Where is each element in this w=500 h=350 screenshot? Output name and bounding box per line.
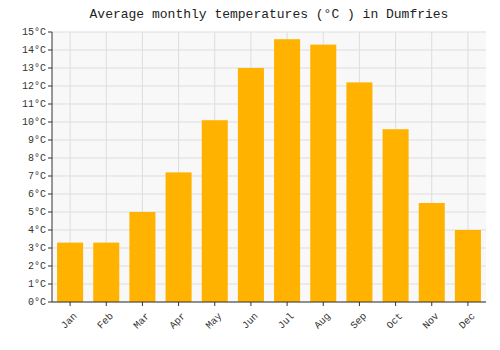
bar bbox=[166, 172, 192, 302]
x-tick-label: Jan bbox=[59, 311, 80, 332]
y-tick bbox=[48, 194, 52, 195]
grid-line-y bbox=[52, 122, 486, 123]
y-tick-label: 2°C bbox=[28, 261, 46, 272]
y-tick-label: 3°C bbox=[28, 243, 46, 254]
bar bbox=[129, 212, 155, 302]
x-tick-label: Dec bbox=[457, 311, 478, 332]
y-tick bbox=[48, 230, 52, 231]
x-tick-label: May bbox=[204, 311, 225, 332]
y-tick-label: 1°C bbox=[28, 279, 46, 290]
chart-container: 0°C 1°C 2°C 3°C 4°C 5°C 6°C 7°C 8°C 9°C 10°C 11°C 12… bbox=[0, 0, 500, 350]
x-tick bbox=[70, 302, 71, 306]
bar bbox=[383, 129, 409, 302]
y-tick bbox=[48, 140, 52, 141]
bar bbox=[346, 82, 372, 302]
y-tick bbox=[48, 68, 52, 69]
y-tick bbox=[48, 50, 52, 51]
x-tick-label: Apr bbox=[168, 311, 189, 332]
bar bbox=[238, 68, 264, 302]
y-tick-label: 13°C bbox=[22, 63, 46, 74]
x-tick bbox=[359, 302, 360, 306]
title: Average monthly temperatures (°C ) in Du… bbox=[90, 7, 449, 22]
x-tick-label: Jul bbox=[276, 311, 297, 332]
x-tick bbox=[142, 302, 143, 306]
grid-line-y bbox=[52, 158, 486, 159]
bars bbox=[57, 39, 481, 302]
x-tick bbox=[106, 302, 107, 306]
y-tick-label: 10°C bbox=[22, 117, 46, 128]
y-tick-label: 9°C bbox=[28, 135, 46, 146]
x-axis-line bbox=[52, 302, 486, 303]
x-tick bbox=[431, 302, 432, 306]
x-tick-label: Mar bbox=[132, 311, 153, 332]
y-tick-label: 4°C bbox=[28, 225, 46, 236]
y-tick bbox=[48, 248, 52, 249]
x-tick bbox=[467, 302, 468, 306]
bar bbox=[310, 45, 336, 302]
y-tick-label: 11°C bbox=[22, 99, 46, 110]
x-tick-label: Aug bbox=[312, 311, 333, 332]
x-tick bbox=[395, 302, 396, 306]
y-tick bbox=[48, 122, 52, 123]
y-tick-label: 5°C bbox=[28, 207, 46, 218]
grid-line-y bbox=[52, 32, 486, 33]
bar bbox=[57, 243, 83, 302]
bar bbox=[274, 39, 300, 302]
grid-line-y bbox=[52, 176, 486, 177]
grid-line-y bbox=[52, 86, 486, 87]
x-tick-label: Feb bbox=[95, 311, 116, 332]
x-tick bbox=[250, 302, 251, 306]
y-tick-label: 7°C bbox=[28, 171, 46, 182]
bar bbox=[455, 230, 481, 302]
x-tick-label: Sep bbox=[349, 311, 370, 332]
grid-line-y bbox=[52, 302, 486, 303]
y-tick bbox=[48, 158, 52, 159]
y-tick bbox=[48, 302, 52, 303]
y-tick bbox=[48, 212, 52, 213]
y-tick bbox=[48, 284, 52, 285]
y-tick bbox=[48, 266, 52, 267]
y-tick-label: 15°C bbox=[22, 27, 46, 38]
x-tick-label: Nov bbox=[421, 311, 442, 332]
y-tick bbox=[48, 176, 52, 177]
bar bbox=[93, 243, 119, 302]
y-tick bbox=[48, 32, 52, 33]
grid-line-y bbox=[52, 104, 486, 105]
chart: 0°C 1°C 2°C 3°C 4°C 5°C 6°C 7°C 8°C 9°C 10°C 11°C 12… bbox=[0, 0, 500, 350]
grid-line-y bbox=[52, 140, 486, 141]
y-tick bbox=[48, 104, 52, 105]
bar bbox=[202, 120, 228, 302]
x-tick bbox=[178, 302, 179, 306]
y-tick-label: 12°C bbox=[22, 81, 46, 92]
plot-background bbox=[52, 32, 486, 302]
x-tick-label: Oct bbox=[385, 311, 406, 332]
y-axis-line bbox=[52, 32, 53, 302]
y-tick-label: 6°C bbox=[28, 189, 46, 200]
x-tick bbox=[287, 302, 288, 306]
grid-line-y bbox=[52, 50, 486, 51]
bar bbox=[419, 203, 445, 302]
y-tick-label: 14°C bbox=[22, 45, 46, 56]
y-tick-label: 8°C bbox=[28, 153, 46, 164]
x-tick bbox=[214, 302, 215, 306]
grid-line-y bbox=[52, 68, 486, 69]
y-tick-label: 0°C bbox=[28, 297, 46, 308]
grid bbox=[52, 32, 486, 302]
grid-line-y bbox=[52, 194, 486, 195]
y-tick bbox=[48, 86, 52, 87]
x-tick-label: Jun bbox=[240, 311, 261, 332]
x-tick bbox=[323, 302, 324, 306]
